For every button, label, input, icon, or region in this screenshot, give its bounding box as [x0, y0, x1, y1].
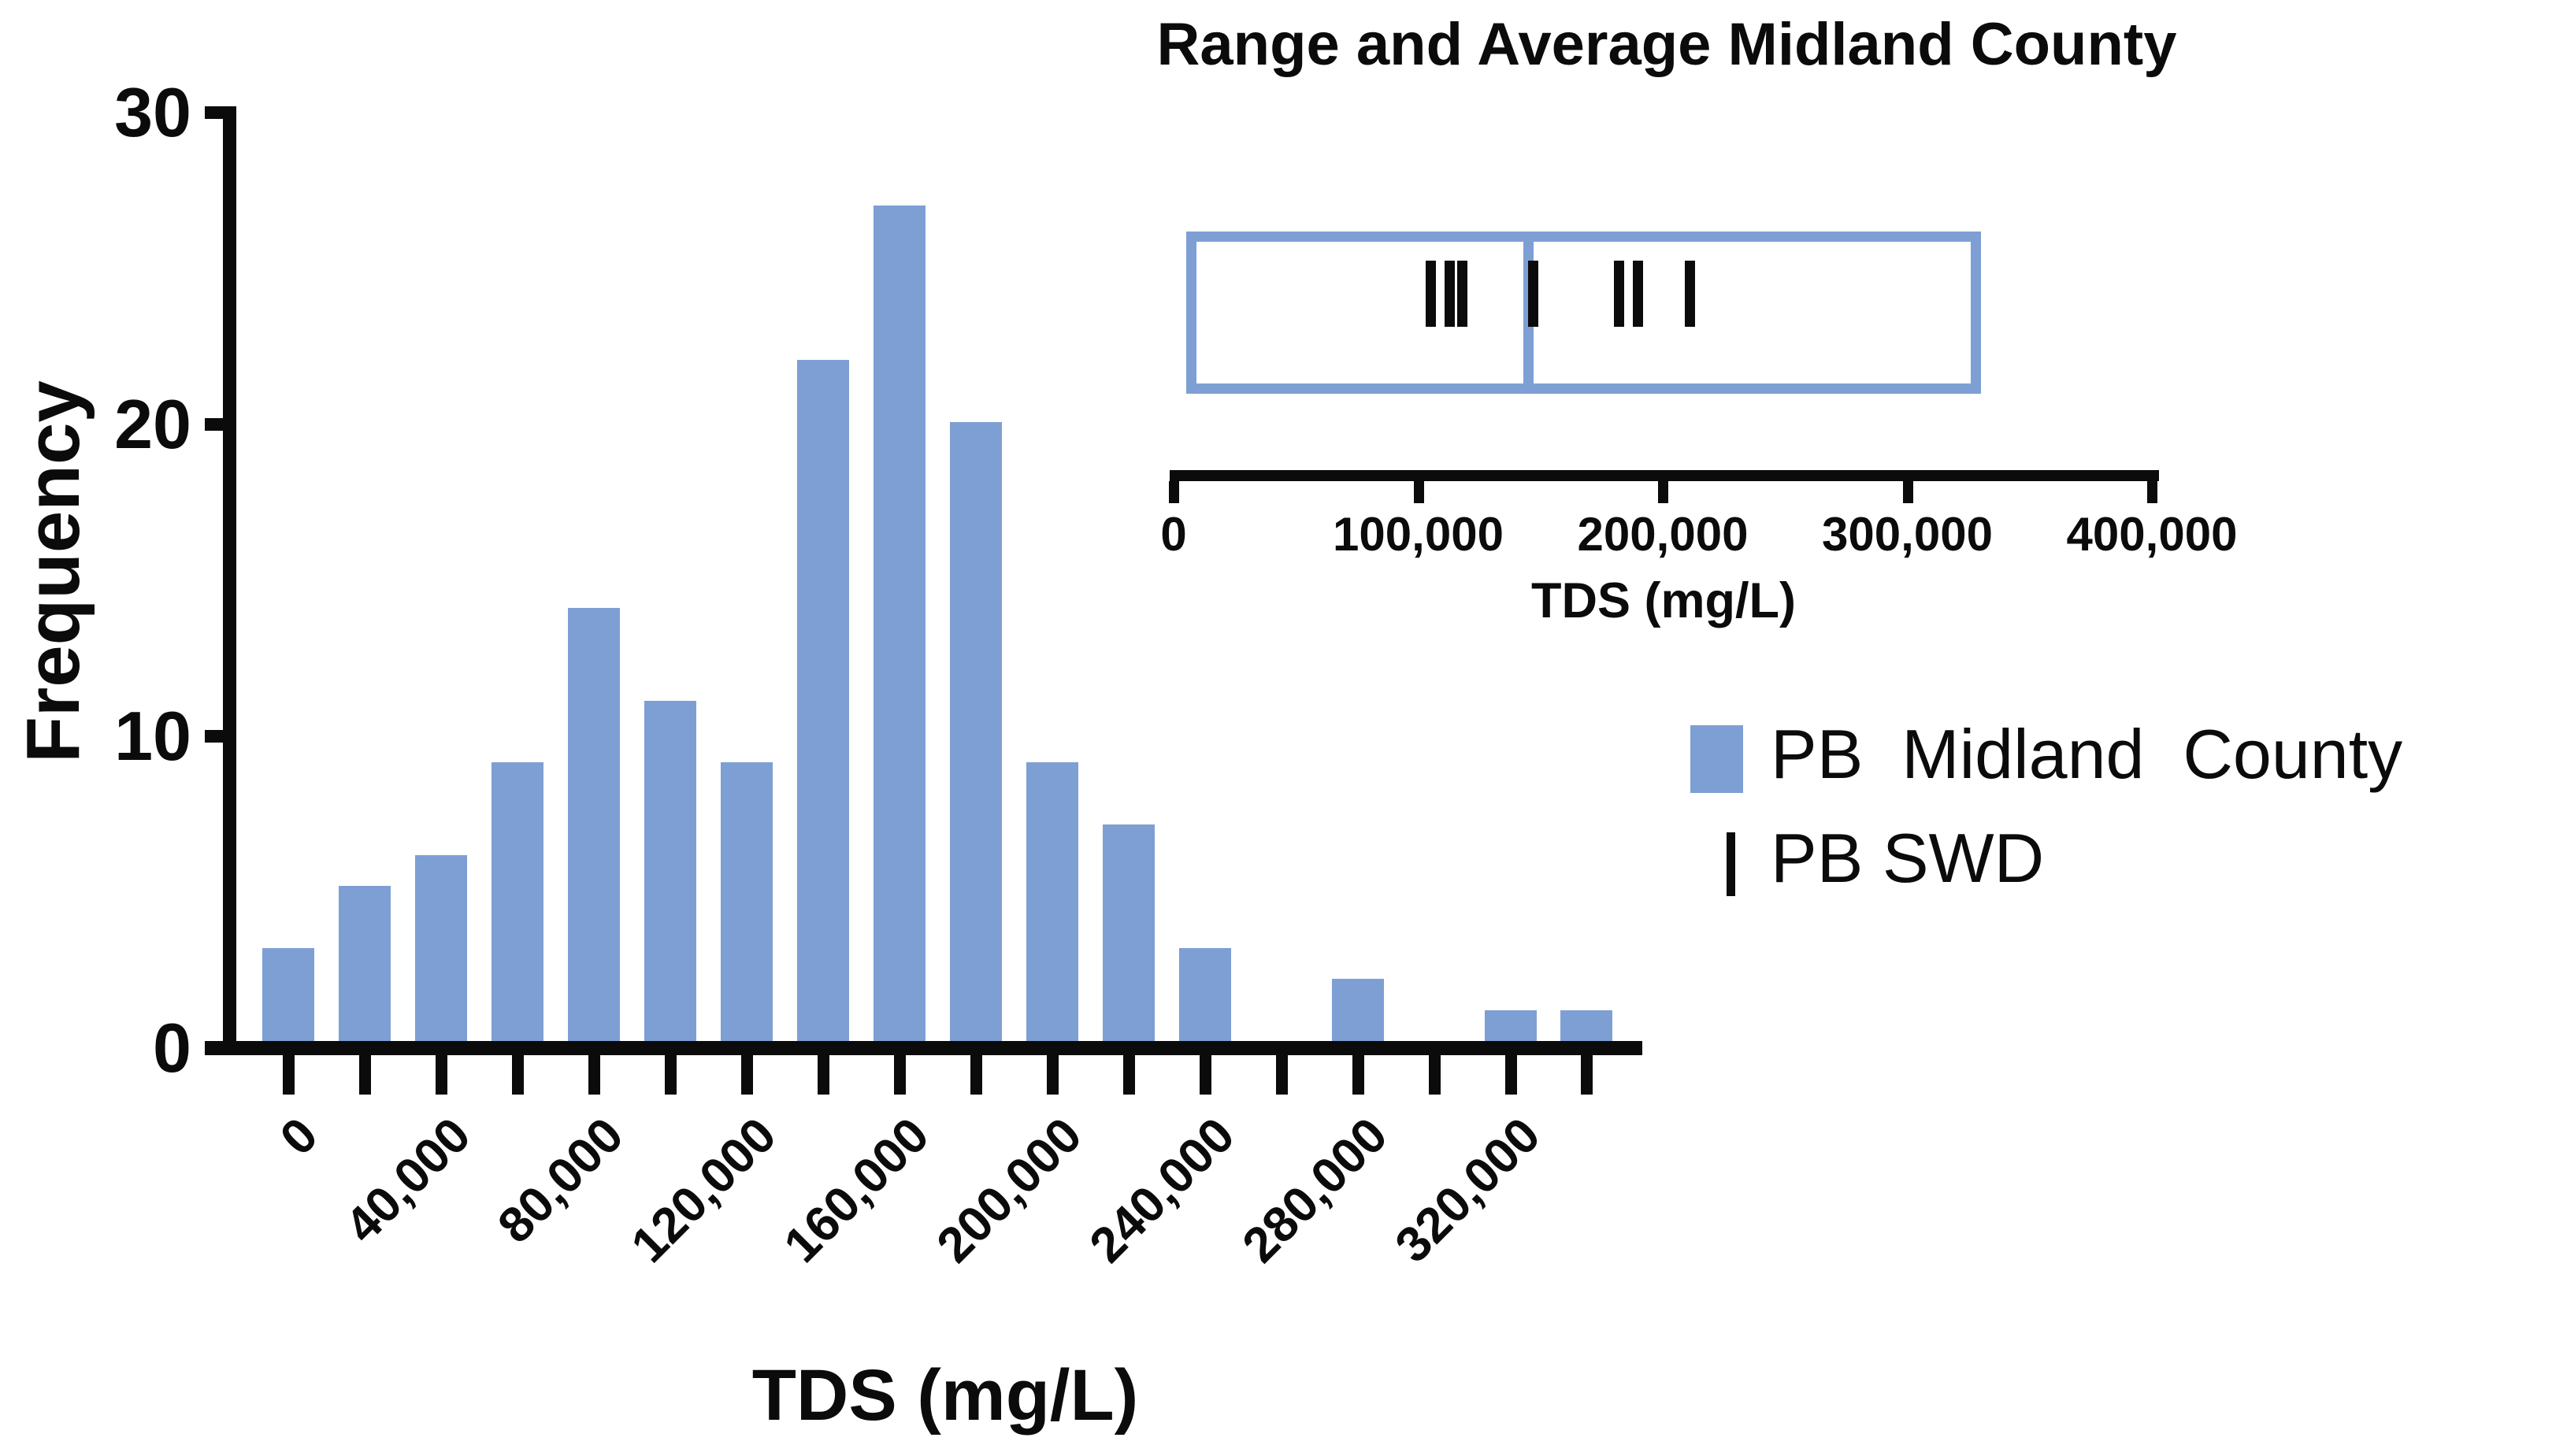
inset-title: Range and Average Midland County: [1156, 11, 2177, 78]
legend-label-midland-county: PB Midland County: [1771, 715, 2403, 793]
y-tick-label: 30: [114, 73, 191, 151]
x-tick-label: 40,000: [334, 1107, 481, 1254]
inset-axis-tick: [1413, 481, 1424, 503]
legend-swatch-swd-tick: [1727, 832, 1735, 896]
x-tick: [588, 1055, 600, 1095]
x-tick-label: 320,000: [1384, 1107, 1551, 1273]
histogram-bar: [491, 762, 543, 1041]
x-axis-title: TDS (mg/L): [751, 1355, 1139, 1436]
histogram-bar: [720, 762, 773, 1041]
x-tick-label: 280,000: [1231, 1107, 1398, 1273]
histogram-bar: [1102, 824, 1155, 1041]
histogram-bar: [1560, 1010, 1613, 1041]
y-tick: [205, 418, 236, 431]
x-tick: [283, 1055, 295, 1095]
histogram-bar: [338, 886, 391, 1041]
histogram-bar: [873, 206, 926, 1041]
histogram-bar: [1026, 762, 1078, 1041]
x-tick: [1275, 1055, 1288, 1095]
legend-swatch-midland-county: [1690, 725, 1743, 793]
inset-axis-tick-label: 300,000: [1822, 508, 1993, 561]
x-tick: [1581, 1055, 1593, 1095]
inset-axis-tick-label: 400,000: [2066, 508, 2238, 561]
x-tick: [1122, 1055, 1135, 1095]
x-tick: [893, 1055, 906, 1095]
inset-axis-title: TDS (mg/L): [1531, 573, 1796, 628]
x-tick-label: 0: [269, 1107, 328, 1166]
histogram-bar: [567, 608, 620, 1041]
x-tick-label: 80,000: [487, 1107, 634, 1254]
histogram-bar: [1331, 979, 1384, 1041]
inset-axis-tick: [1169, 481, 1179, 503]
swd-tick-mark: [1633, 261, 1644, 327]
inset-axis-tick: [1658, 481, 1668, 503]
inset-axis-tick-label: 100,000: [1333, 508, 1504, 561]
x-tick: [817, 1055, 829, 1095]
histogram-bar: [1178, 948, 1231, 1041]
histogram-bar: [414, 855, 467, 1041]
x-tick: [1352, 1055, 1364, 1095]
y-tick-label: 0: [153, 1009, 191, 1087]
swd-tick-mark: [1425, 261, 1436, 327]
swd-tick-mark: [1445, 261, 1456, 327]
x-tick: [970, 1055, 982, 1095]
x-tick: [358, 1055, 371, 1095]
y-tick-label: 10: [114, 697, 191, 775]
x-tick: [1504, 1055, 1517, 1095]
x-tick-label: 120,000: [621, 1107, 787, 1273]
x-tick-label: 240,000: [1078, 1107, 1245, 1273]
histogram-bar: [949, 422, 1002, 1041]
inset-axis-line: [1170, 470, 2159, 481]
swd-tick-mark: [1527, 261, 1538, 327]
x-tick: [511, 1055, 524, 1095]
legend-label-swd: PB SWD: [1771, 819, 2045, 897]
histogram-bar: [796, 360, 849, 1041]
histogram-bar: [262, 948, 314, 1041]
x-tick: [1428, 1055, 1441, 1095]
y-tick: [205, 106, 236, 119]
swd-tick-mark: [1613, 261, 1624, 327]
x-axis-line: [205, 1041, 1642, 1055]
x-tick: [1199, 1055, 1211, 1095]
inset-axis-tick-label: 0: [1160, 508, 1187, 561]
x-tick-label: 160,000: [773, 1107, 940, 1273]
x-tick-label: 200,000: [926, 1107, 1092, 1273]
inset-axis-tick: [2147, 481, 2157, 503]
x-tick: [1046, 1055, 1059, 1095]
range-box: [1185, 232, 1981, 394]
y-axis-line: [223, 106, 236, 1055]
histogram-bar: [644, 701, 696, 1041]
x-tick: [664, 1055, 677, 1095]
x-tick: [435, 1055, 447, 1095]
y-tick: [205, 730, 236, 743]
swd-tick-mark: [1456, 261, 1467, 327]
x-tick: [740, 1055, 753, 1095]
inset-axis-tick-label: 200,000: [1577, 508, 1749, 561]
swd-tick-mark: [1684, 261, 1695, 327]
inset-axis-tick: [1902, 481, 1913, 503]
y-tick-label: 20: [114, 385, 191, 463]
histogram-bar: [1484, 1010, 1537, 1041]
y-tick: [205, 1042, 236, 1054]
